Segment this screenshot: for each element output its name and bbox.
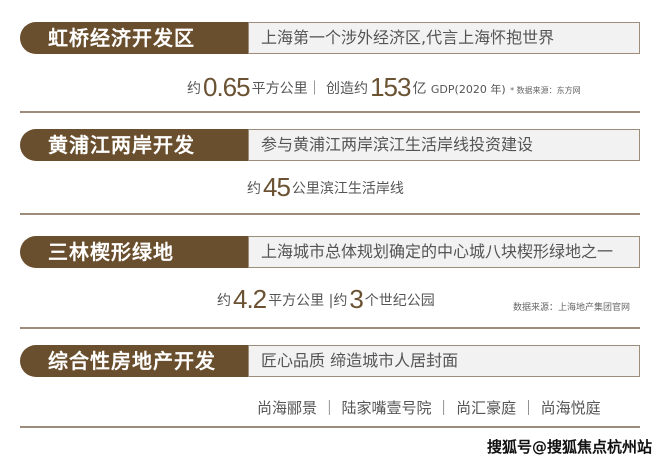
stat-prefix: 约 <box>247 181 261 197</box>
section-header-realestate: 综合性房地产开发 匠心品质 缔造城市人居封面 <box>20 345 640 377</box>
stat-number: 45 <box>263 172 291 202</box>
stat-unit: 公里滨江生活岸线 <box>291 181 404 197</box>
year-label: (2020 年) <box>454 83 506 96</box>
section-description: 上海城市总体规划确定的中心城八块楔形绿地之一 <box>248 236 640 268</box>
section-header-sanlin: 三林楔形绿地 上海城市总体规划确定的中心城八块楔形绿地之一 <box>20 236 640 268</box>
section-description: 上海第一个涉外经济区,代言上海怀抱世界 <box>248 22 640 54</box>
section-stat: 约45 公里滨江生活岸线 <box>247 172 404 203</box>
section-description: 匠心品质 缔造城市人居封面 <box>248 345 640 377</box>
data-source: 数据来源：上海地产集团官网 <box>513 303 631 313</box>
stat-unit: 平方公里 |约 <box>268 293 348 309</box>
stat-number: 3 <box>349 284 363 314</box>
stat-number: 4.2 <box>233 284 267 314</box>
section-title: 综合性房地产开发 <box>20 345 248 377</box>
project-list: 尚海郦景 ｜ 陆家嘴壹号院 ｜ 尚汇豪庭 ｜ 尚海悦庭 <box>257 399 601 417</box>
gdp-label: GDP <box>430 83 455 96</box>
section-stat: 约4.2 平方公里 |约3 个世纪公园 <box>217 284 435 315</box>
stat-number: 0.65 <box>203 72 251 102</box>
section-title: 黄浦江两岸开发 <box>20 129 248 161</box>
divider <box>20 426 640 428</box>
section-title: 三林楔形绿地 <box>20 236 248 268</box>
stat-prefix: 约 <box>217 293 231 309</box>
section-stat: 约0.65 平方公里｜ 创造约153 亿 GDP(2020 年) * 数据来源：东方… <box>187 72 581 103</box>
section-title: 虹桥经济开发区 <box>20 22 248 54</box>
stat-number: 153 <box>370 72 411 102</box>
divider <box>20 327 640 329</box>
watermark: 搜狐号@搜狐焦点杭州站 <box>487 438 653 456</box>
divider <box>20 111 640 113</box>
stat-prefix: 约 <box>187 81 201 97</box>
data-source: * 数据来源：东方网 <box>510 86 581 95</box>
stat-unit: 个世纪公园 <box>364 293 435 309</box>
stat-unit: 平方公里｜ 创造约 <box>251 81 369 97</box>
section-description: 参与黄浦江两岸滨江生活岸线投资建设 <box>248 129 640 161</box>
stat-unit: 亿 <box>412 81 427 97</box>
divider <box>20 213 640 215</box>
section-header-huangpu: 黄浦江两岸开发 参与黄浦江两岸滨江生活岸线投资建设 <box>20 129 640 161</box>
section-header-hongqiao: 虹桥经济开发区 上海第一个涉外经济区,代言上海怀抱世界 <box>20 22 640 54</box>
